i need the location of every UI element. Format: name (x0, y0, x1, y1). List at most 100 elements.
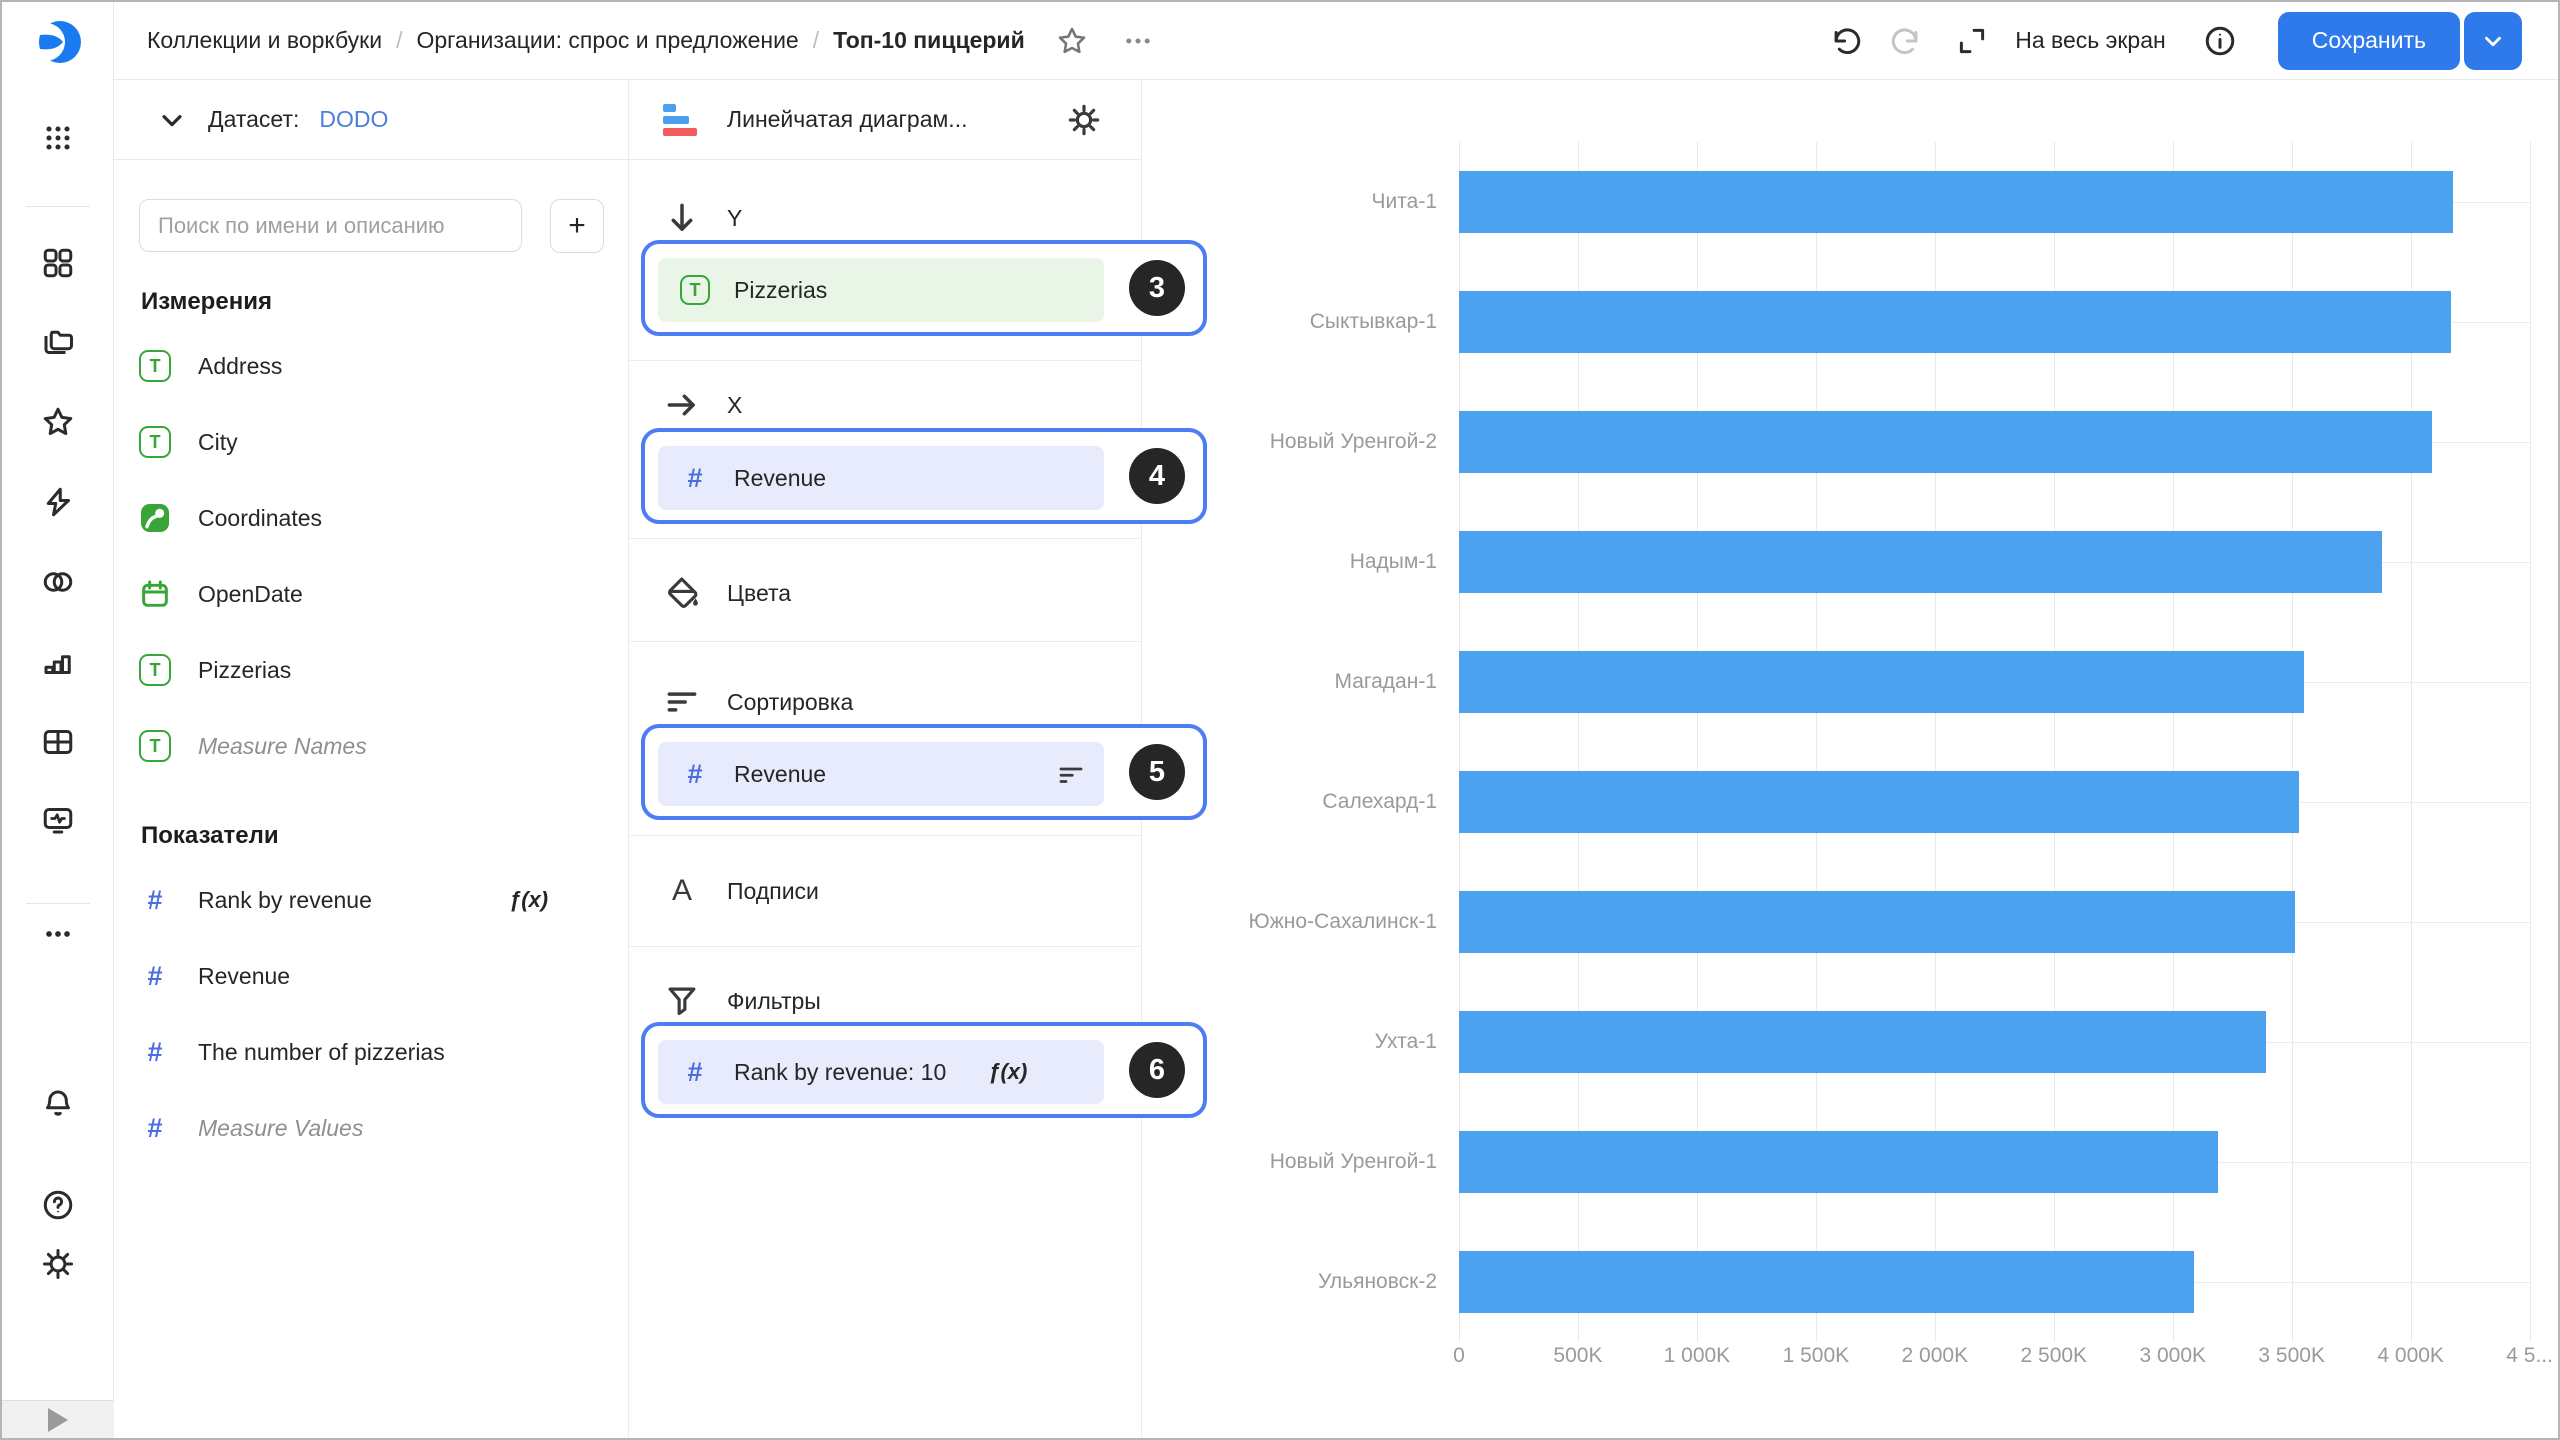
redo-icon[interactable] (1889, 24, 1923, 58)
collections-icon[interactable] (40, 324, 76, 360)
filter-field-chip[interactable]: # Rank by revenue: 10 ƒ(x) (658, 1040, 1104, 1104)
gridline (1934, 142, 1936, 1342)
dashboards-icon[interactable] (40, 245, 76, 281)
section-divider (629, 538, 1141, 539)
labels-section-row[interactable]: A Подписи (663, 871, 819, 911)
settings-gear-icon[interactable] (40, 1246, 76, 1282)
y-field-chip[interactable]: T Pizzerias (658, 258, 1104, 322)
measure-field-row[interactable]: # The number of pizzerias (114, 1014, 628, 1090)
search-row: + (139, 199, 605, 253)
chart-settings-gear-icon[interactable] (1065, 101, 1103, 139)
datalens-logo[interactable] (29, 14, 86, 70)
gridline (1577, 142, 1579, 1342)
notifications-bell-icon[interactable] (40, 1086, 76, 1122)
dimension-field-row[interactable]: T Measure Names (114, 708, 628, 784)
paint-bucket-icon (667, 577, 698, 608)
breadcrumb-current: Топ-10 пиццерий (833, 27, 1025, 53)
dataset-header[interactable]: Датасет: DODO (114, 80, 628, 160)
measure-field-row[interactable]: # Measure Values (114, 1090, 628, 1166)
bar[interactable] (1459, 171, 2454, 233)
bar[interactable] (1459, 531, 2383, 593)
chart-row: Южно-Сахалинск-1 (1249, 862, 2532, 982)
y-axis-label: Надым-1 (1349, 550, 1437, 573)
tutorial-callout-y: T Pizzerias 3 (641, 240, 1207, 336)
breadcrumb-item[interactable]: Организации: спрос и предложение (416, 27, 799, 53)
x-field-label: Revenue (734, 464, 827, 491)
bar[interactable] (1459, 291, 2452, 353)
favorites-star-icon[interactable] (40, 404, 76, 440)
x-section-label: X (727, 391, 743, 418)
fullscreen-icon[interactable] (1955, 24, 1989, 58)
y-axis-label: Новый Уренгой-1 (1269, 1150, 1437, 1173)
bar[interactable] (1459, 771, 2299, 833)
number-field-icon: # (687, 462, 703, 493)
section-divider (629, 641, 1141, 642)
geopoint-field-icon (139, 502, 171, 534)
dataset-name-link[interactable]: DODO (319, 106, 389, 132)
bar[interactable] (1459, 1251, 2195, 1313)
gridline (2172, 142, 2174, 1342)
field-label: Coordinates (198, 504, 323, 531)
y-axis-label: Новый Уренгой-2 (1269, 430, 1437, 453)
lightning-icon[interactable] (40, 484, 76, 520)
x-axis: 0 500K 1 000K 1 500K 2 000K 2 500K 3 000K 3 500… (1453, 1344, 2553, 1384)
undo-icon[interactable] (1829, 24, 1863, 58)
charts-icon[interactable] (40, 644, 76, 680)
formula-fx-icon: ƒ(x) (988, 1059, 1028, 1084)
connections-icon[interactable] (40, 564, 76, 600)
sort-field-chip[interactable]: # Revenue (658, 742, 1104, 806)
favorite-star-icon[interactable] (1055, 24, 1089, 58)
dimension-field-row[interactable]: T Pizzerias (114, 632, 628, 708)
add-field-button[interactable]: + (550, 199, 604, 253)
measure-field-row[interactable]: # Rank by revenue ƒ(x) (114, 862, 628, 938)
colors-section-row[interactable]: Цвета (663, 573, 791, 613)
x-tick-label: 500K (1553, 1344, 1603, 1367)
dimension-field-row[interactable]: T Address (114, 328, 628, 404)
breadcrumb-item[interactable]: Коллекции и воркбуки (147, 27, 383, 53)
gridline (1696, 142, 1698, 1342)
chart-row: Чита-1 (1372, 142, 2532, 262)
bar[interactable] (1459, 1131, 2218, 1193)
y-axis-label: Сыктывкар-1 (1309, 310, 1437, 333)
dimension-field-row[interactable]: T City (114, 404, 628, 480)
y-section-label: Y (727, 204, 743, 231)
apps-grid-icon[interactable] (40, 120, 76, 156)
datasets-table-icon[interactable] (40, 724, 76, 760)
info-icon[interactable] (2202, 23, 2238, 59)
sort-direction-icon[interactable] (1056, 759, 1086, 789)
more-actions-icon[interactable] (1121, 24, 1155, 58)
plot-area: Чита-1 Сыктывкар-1 Новый Уренгой-2 Надым-1 М… (1249, 142, 2553, 1367)
gridline (2053, 142, 2055, 1342)
labels-section-label: Подписи (727, 877, 819, 904)
x-tick-label: 1 500K (1782, 1344, 1850, 1367)
fullscreen-label[interactable]: На весь экран (2015, 27, 2166, 53)
save-options-button[interactable] (2464, 11, 2522, 70)
sort-icon (667, 692, 697, 712)
chart-type-header[interactable]: Линейчатая диаграм... (629, 80, 1141, 160)
field-label: Measure Values (198, 1114, 364, 1141)
number-field-icon: # (687, 1056, 703, 1087)
number-field-icon: # (147, 1036, 163, 1067)
field-label: Rank by revenue (198, 886, 372, 913)
search-input[interactable] (139, 199, 522, 252)
topbar-actions: На весь экран Сохранить (1829, 11, 2558, 70)
sort-section-label: Сортировка (727, 688, 854, 715)
bar[interactable] (1459, 891, 2296, 953)
x-field-chip[interactable]: # Revenue (658, 446, 1104, 510)
y-axis-label: Южно-Сахалинск-1 (1248, 910, 1438, 933)
x-tick-label: 4 5... (2506, 1344, 2553, 1367)
collapse-arrow-icon[interactable] (48, 1407, 68, 1432)
help-icon[interactable] (40, 1187, 76, 1223)
dimension-field-row[interactable]: OpenDate (114, 556, 628, 632)
gridline (2291, 142, 2293, 1342)
bar[interactable] (1459, 1011, 2266, 1073)
save-button[interactable]: Сохранить (2277, 11, 2460, 70)
measure-field-row[interactable]: # Revenue (114, 938, 628, 1014)
bar[interactable] (1459, 651, 2304, 713)
more-icon[interactable] (40, 916, 76, 952)
formula-fx-icon: ƒ(x) (509, 887, 549, 912)
editor-monitor-icon[interactable] (40, 802, 76, 838)
dimension-field-row[interactable]: Coordinates (114, 480, 628, 556)
chart-preview: Чита-1 Сыктывкар-1 Новый Уренгой-2 Надым-1 М… (1142, 80, 2558, 1438)
bar[interactable] (1459, 411, 2433, 473)
